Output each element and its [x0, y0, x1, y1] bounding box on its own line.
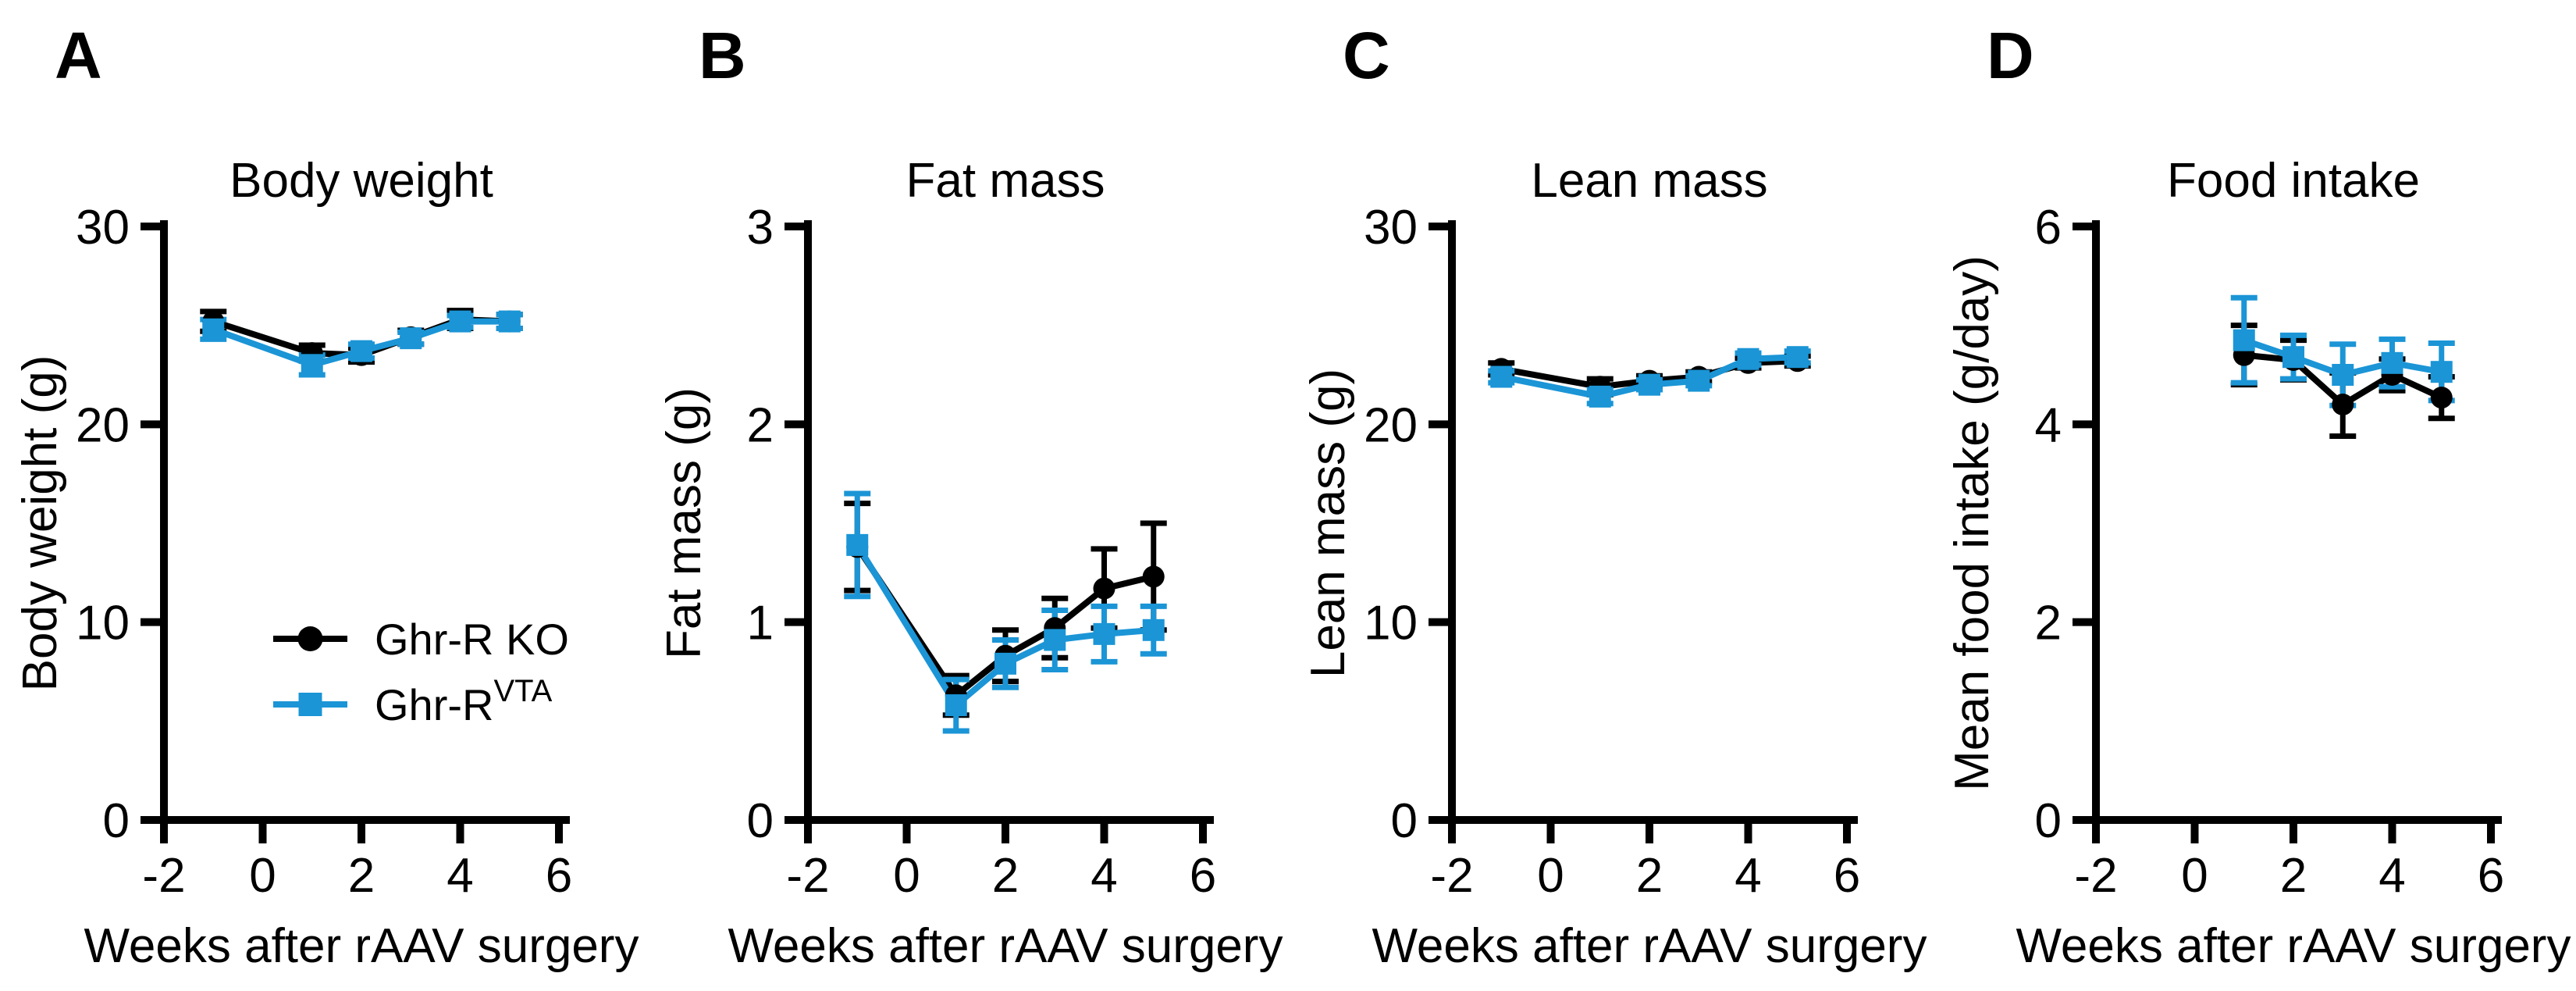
data-point-marker	[1688, 369, 1710, 392]
data-point-marker	[2282, 346, 2304, 369]
x-tick-label: 6	[1190, 849, 1216, 903]
data-point-marker	[1737, 348, 1759, 370]
data-point-marker	[945, 694, 967, 717]
data-point-marker	[498, 310, 521, 333]
legend-marker-square	[298, 693, 322, 716]
y-tick-label: 4	[2035, 398, 2062, 452]
x-tick-label: 0	[893, 849, 920, 903]
y-tick-label: 0	[747, 794, 774, 848]
y-tick-label: 1	[747, 597, 774, 651]
data-point-marker	[1490, 365, 1513, 388]
y-axis-label: Fat mass (g)	[657, 387, 711, 659]
panel-a: A Body weight 0 10 20 30 -2 0 2 4 6 Body weight (g)…	[0, 0, 644, 991]
data-point-marker	[400, 327, 422, 350]
legend-label: Ghr-RVTA	[375, 674, 553, 729]
x-tick-label: 4	[1735, 849, 1761, 903]
x-tick-label: -2	[786, 849, 829, 903]
x-tick-label: 2	[2280, 849, 2307, 903]
y-tick-label: 3	[747, 201, 774, 255]
y-tick-label: 2	[2035, 597, 2062, 651]
panel-c: C Lean mass 0 10 20 30 -2 0 2 4 6 Lean mass (g) Week…	[1288, 0, 1932, 991]
x-tick-label: 0	[2181, 849, 2208, 903]
x-axis-label: Weeks after rAAV surgery	[1372, 919, 1927, 973]
panel-letter: D	[1987, 19, 2034, 92]
legend-entry: Ghr-R KO	[273, 615, 569, 664]
y-axis-label: Lean mass (g)	[1301, 369, 1355, 678]
y-tick-label: 0	[2035, 794, 2062, 848]
data-point-marker	[2430, 387, 2453, 409]
data-point-marker	[1786, 346, 1809, 369]
y-tick-label: 10	[76, 597, 130, 651]
data-point-marker	[350, 340, 372, 362]
x-tick-label: 2	[1636, 849, 1663, 903]
data-point-marker	[2332, 364, 2354, 386]
data-point-marker	[301, 354, 323, 376]
panel-letter: C	[1343, 19, 1390, 92]
data-point-marker	[1589, 385, 1611, 408]
y-axis-label: Mean food intake (g/day)	[1945, 255, 1999, 791]
data-point-marker	[2233, 329, 2255, 351]
y-tick-label: 20	[76, 398, 130, 452]
x-tick-label: -2	[2074, 849, 2117, 903]
x-tick-label: 6	[2478, 849, 2504, 903]
data-point-marker	[1142, 565, 1165, 588]
x-tick-label: 6	[546, 849, 572, 903]
y-tick-label: 0	[1391, 794, 1418, 848]
data-point-marker	[2430, 361, 2453, 383]
chart-title: Lean mass	[1531, 154, 1767, 208]
data-point-marker	[2332, 394, 2354, 415]
chart-title: Fat mass	[906, 154, 1105, 208]
x-axis-label: Weeks after rAAV surgery	[728, 919, 1283, 973]
data-point-marker	[449, 310, 471, 333]
x-tick-label: 2	[348, 849, 375, 903]
y-tick-label: 0	[103, 794, 130, 848]
data-point-marker	[846, 533, 869, 556]
x-tick-label: -2	[142, 849, 185, 903]
x-tick-label: 4	[447, 849, 473, 903]
y-tick-label: 10	[1364, 597, 1418, 651]
x-tick-label: -2	[1430, 849, 1473, 903]
x-axis-label: Weeks after rAAV surgery	[84, 919, 639, 973]
chart-title: Food intake	[2167, 154, 2420, 208]
y-tick-label: 30	[76, 201, 130, 255]
panel-letter: B	[699, 19, 746, 92]
chart-title: Body weight	[229, 154, 493, 208]
y-tick-label: 30	[1364, 201, 1418, 255]
x-tick-label: 4	[1091, 849, 1117, 903]
y-tick-label: 20	[1364, 398, 1418, 452]
data-point-marker	[1638, 373, 1660, 396]
data-point-marker	[1044, 629, 1066, 651]
y-axis-label: Body weight (g)	[13, 355, 67, 692]
panel-letter: A	[55, 19, 102, 92]
legend-entry: Ghr-RVTA	[273, 674, 553, 729]
data-point-marker	[1093, 622, 1115, 645]
y-tick-label: 6	[2035, 201, 2062, 255]
x-tick-label: 2	[992, 849, 1019, 903]
x-tick-label: 6	[1834, 849, 1860, 903]
x-tick-label: 0	[249, 849, 276, 903]
legend-label: Ghr-R KO	[375, 615, 569, 664]
legend-marker-circle	[297, 626, 323, 651]
x-axis-label: Weeks after rAAV surgery	[2016, 919, 2571, 973]
data-point-marker	[1142, 618, 1165, 641]
panel-b: B Fat mass 0 1 2 3 -2 0 2 4 6 Fat mass (g) Weeks aft…	[644, 0, 1288, 991]
data-point-marker	[2381, 351, 2403, 374]
panel-d: D Food intake 0 2 4 6 -2 0 2 4 6 Mean food intake (…	[1932, 0, 2576, 991]
x-tick-label: 0	[1537, 849, 1564, 903]
y-tick-label: 2	[747, 398, 774, 452]
data-point-marker	[1093, 577, 1115, 600]
x-tick-label: 4	[2379, 849, 2405, 903]
data-point-marker	[202, 318, 225, 340]
data-point-marker	[994, 652, 1016, 675]
